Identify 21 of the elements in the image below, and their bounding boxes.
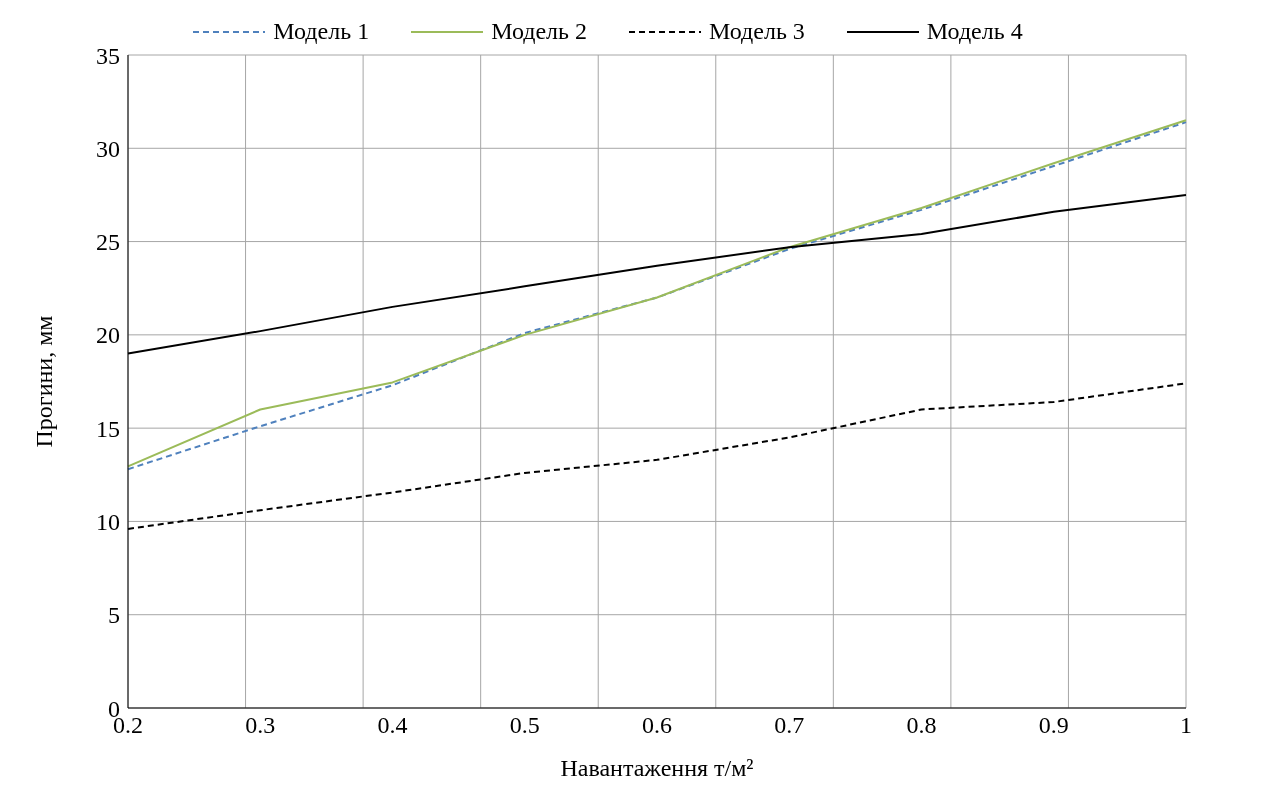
x-tick-label: 1 [1180,712,1192,739]
y-tick-label: 25 [96,229,120,256]
x-axis-title: Навантаження т/м² [560,755,754,781]
x-tick-label: 0.4 [377,712,408,739]
x-tick-label: 0.6 [642,712,672,739]
legend-label: Модель 4 [926,18,1023,45]
x-tick-label: 0.9 [1038,712,1069,739]
y-tick-label: 20 [96,322,120,349]
y-tick-label: 15 [96,415,120,442]
x-tick-label: 0.3 [245,712,276,739]
x-tick-label: 0.8 [906,712,937,739]
x-tick-label: 0.5 [509,712,540,739]
y-tick-label: 5 [108,602,120,629]
x-tick-label: 0.7 [774,712,805,739]
y-tick-label: 10 [96,508,120,535]
legend-label: Модель 2 [491,18,587,45]
legend-label: Модель 1 [273,18,370,45]
y-axis-title: Прогини, мм [30,315,57,448]
y-tick-label: 35 [96,42,120,69]
y-tick-label: 30 [96,135,120,162]
legend-label: Модель 3 [709,18,805,45]
